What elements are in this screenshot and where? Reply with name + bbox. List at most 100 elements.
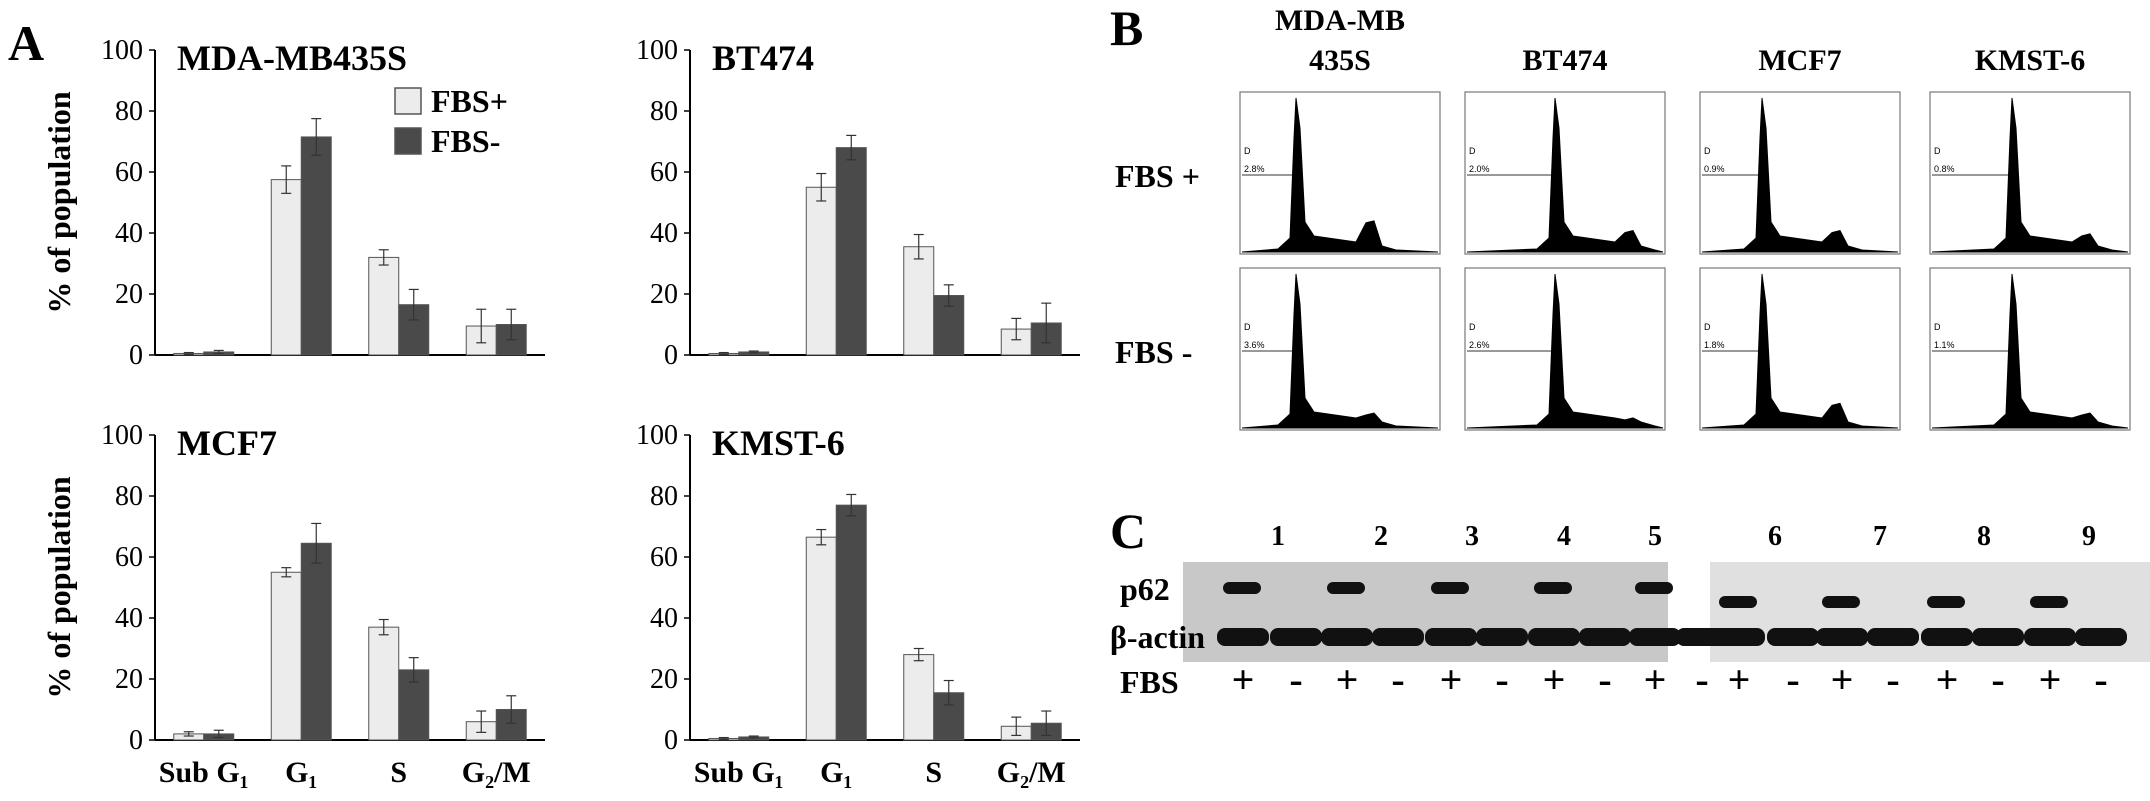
lane-number: 1: [1271, 521, 1285, 552]
category-label: G₁: [820, 756, 852, 789]
actin-band: [1713, 628, 1765, 646]
subg1-percent: 2.6%: [1469, 340, 1490, 350]
fbs-row-label: FBS: [1120, 664, 1179, 700]
y-tick-label: 80: [115, 96, 143, 127]
histogram-peak: [1701, 273, 1899, 429]
legend-label: FBS-: [431, 123, 500, 159]
flow-histogram: D 1.8%: [1699, 267, 1901, 431]
category-label: G₂/M: [462, 756, 531, 789]
fbs-sign: -: [2094, 657, 2107, 702]
y-tick-label: 80: [115, 481, 143, 512]
bar: [835, 147, 867, 356]
y-tick-label: 100: [636, 35, 678, 66]
flow-histogram: D 0.8%: [1929, 91, 2131, 255]
actin-band: [1767, 628, 1819, 646]
chart-title: KMST-6: [712, 423, 845, 463]
p62-band: [1223, 582, 1261, 594]
gate-letter: D: [1704, 146, 1711, 156]
p62-band: [1927, 596, 1965, 608]
y-tick-label: 80: [650, 481, 678, 512]
y-tick-label: 20: [650, 279, 678, 310]
y-axis-label: % of population: [41, 476, 77, 698]
actin-band: [1921, 628, 1973, 646]
y-tick-label: 40: [115, 218, 143, 249]
subg1-percent: 1.1%: [1934, 340, 1955, 350]
y-tick-label: 20: [115, 279, 143, 310]
gate-letter: D: [1244, 146, 1251, 156]
fbs-sign: -: [1495, 657, 1508, 702]
subg1-percent: 2.8%: [1244, 164, 1265, 174]
category-label: S: [390, 756, 407, 789]
actin-band: [1217, 628, 1269, 646]
fbs-sign: +: [1644, 657, 1667, 702]
bar-chart-1: 0 20 40 60 80 100 MDA-MB435S % of population FBS…: [41, 35, 545, 371]
lane-number: 4: [1557, 521, 1571, 552]
histogram-peak: [1931, 97, 2129, 253]
legend-swatch: [394, 127, 422, 155]
bar: [270, 179, 302, 356]
bar-chart-4: 0 20 40 60 80 100 KMST-6 Sub G₁ G₁ S G₂/M: [636, 420, 1080, 789]
actin-band: [1579, 628, 1631, 646]
flow-column-title: BT474: [1522, 44, 1607, 77]
p62-band: [1534, 582, 1572, 594]
fbs-sign: -: [1886, 657, 1899, 702]
flow-column-title: MCF7: [1758, 44, 1841, 77]
histogram-frame: [1929, 91, 2131, 255]
fbs-sign: -: [1786, 657, 1799, 702]
y-tick-label: 100: [101, 420, 143, 451]
histogram-frame: [1699, 267, 1901, 431]
y-tick-label: 40: [115, 603, 143, 634]
flow-column-title: KMST-6: [1975, 44, 2086, 77]
actin-band: [1816, 628, 1868, 646]
histogram-frame: [1239, 91, 1441, 255]
bar: [805, 536, 837, 741]
lane-number: 5: [1648, 521, 1662, 552]
actin-band: [1476, 628, 1528, 646]
y-tick-label: 0: [664, 340, 678, 371]
subg1-percent: 2.0%: [1469, 164, 1490, 174]
category-label: S: [925, 756, 942, 789]
y-tick-label: 100: [101, 35, 143, 66]
actin-band: [1867, 628, 1919, 646]
lane-number: 7: [1873, 521, 1887, 552]
flow-cytometry-group: MDA-MB 435S BT474 MCF7 KMST-6 FBS + FBS - D 2.8%…: [1115, 4, 2131, 431]
lane-number: 2: [1374, 521, 1388, 552]
actin-band: [1528, 628, 1580, 646]
y-tick-label: 20: [650, 664, 678, 695]
gate-letter: D: [1934, 322, 1941, 332]
flow-histogram: D 0.9%: [1699, 91, 1901, 255]
histogram-frame: [1929, 267, 2131, 431]
flow-column-title: MDA-MB: [1275, 4, 1405, 37]
histogram-peak: [1241, 273, 1439, 429]
actin-band: [1972, 628, 2024, 646]
subg1-percent: 0.9%: [1704, 164, 1725, 174]
histogram-peak: [1701, 97, 1899, 253]
p62-band: [1431, 582, 1469, 594]
histogram-frame: [1239, 267, 1441, 431]
protein-label-actin: β-actin: [1110, 619, 1205, 655]
actin-band: [1270, 628, 1322, 646]
gate-letter: D: [1244, 322, 1251, 332]
fbs-sign: -: [1695, 657, 1708, 702]
subg1-percent: 3.6%: [1244, 340, 1265, 350]
y-tick-label: 80: [650, 96, 678, 127]
legend-swatch: [394, 87, 422, 115]
bar: [835, 504, 867, 741]
actin-band: [1629, 628, 1681, 646]
flow-column-title: 435S: [1309, 44, 1371, 77]
bar-chart-2: 0 20 40 60 80 100 BT474: [636, 35, 1080, 371]
p62-band: [1327, 582, 1365, 594]
fbs-sign: +: [1831, 657, 1854, 702]
bar-chart-3: 0 20 40 60 80 100 MCF7 % of population Sub G₁ G₁ S…: [41, 420, 545, 789]
flow-row-label: FBS -: [1115, 334, 1192, 370]
bar: [903, 246, 935, 356]
subg1-percent: 1.8%: [1704, 340, 1725, 350]
actin-band: [2075, 628, 2127, 646]
fbs-sign: +: [1543, 657, 1566, 702]
chart-title: MDA-MB435S: [177, 38, 407, 78]
y-tick-label: 60: [115, 542, 143, 573]
bar: [805, 186, 837, 356]
histogram-peak: [1241, 97, 1439, 253]
category-label: G₁: [285, 756, 317, 789]
